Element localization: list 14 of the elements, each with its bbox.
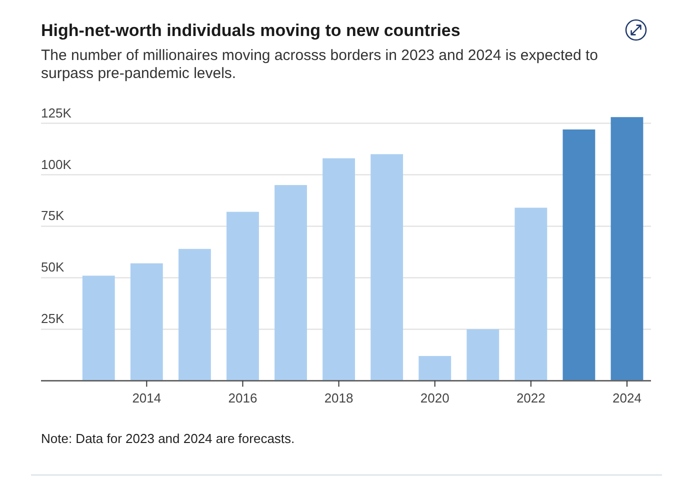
- x-tick-label: 2018: [324, 390, 354, 406]
- y-tick-label: 125K: [41, 105, 72, 120]
- text: Note: Data for 2023 and 2024 are forecasts.: [41, 431, 295, 446]
- y-tick-label: 50K: [41, 260, 64, 275]
- x-tick-label: 2014: [132, 390, 162, 406]
- y-tick-label: 75K: [41, 208, 64, 224]
- y-tick-label: 100K: [41, 156, 72, 172]
- x-tick-label: 2022: [516, 390, 546, 406]
- chart-subtitle: The number of millionaires moving acrosss borders in 2023 and 2024 is expected to surpass pre-pandemic levels.: [41, 47, 598, 82]
- x-tick-label: 2016: [228, 390, 258, 406]
- y-tick-label: 25K: [41, 311, 64, 326]
- chart-title: High-net-worth individuals moving to new countries: [41, 21, 460, 40]
- x-tick-label: 2024: [612, 390, 642, 406]
- x-tick-label: 2020: [420, 390, 450, 406]
